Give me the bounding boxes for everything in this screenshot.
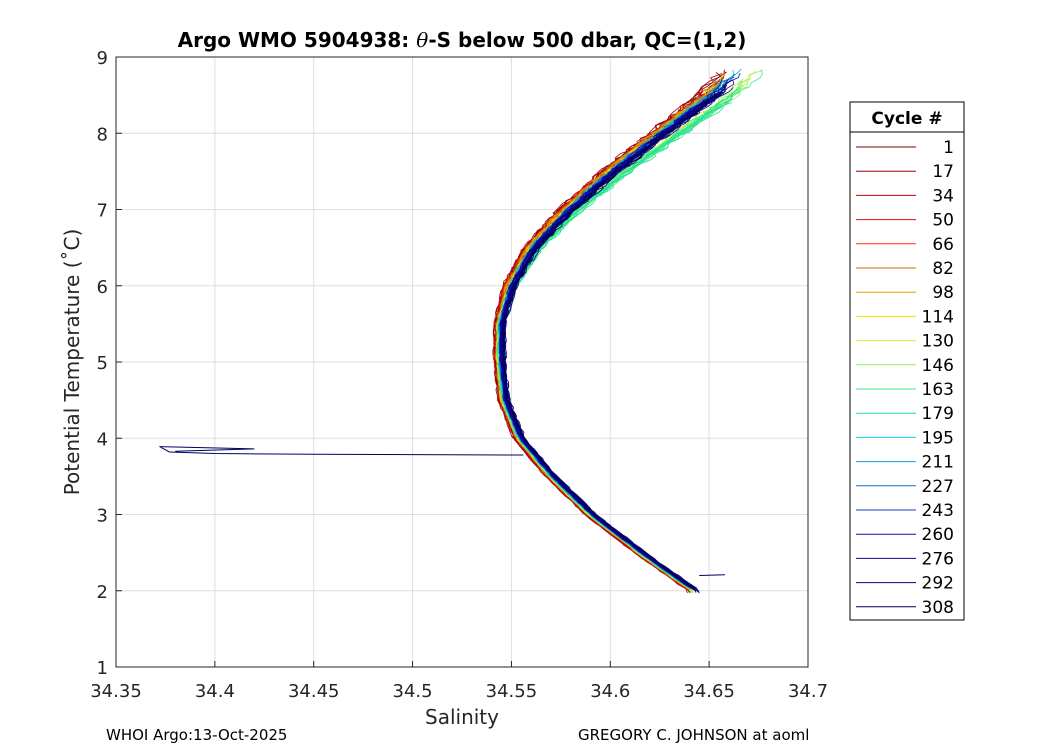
- y-tick-label: 8: [97, 124, 108, 145]
- outlier-spike-line: [159, 446, 524, 456]
- legend-label-227: 227: [922, 477, 954, 497]
- y-tick-label: 6: [97, 277, 108, 298]
- legend: Cycle # 1 17 34 50 66 82 98 114 130 146 163 179 195 2…: [849, 101, 965, 621]
- y-tick-label: 1: [97, 658, 108, 679]
- legend-title: Cycle #: [871, 109, 942, 129]
- legend-label-82: 82: [932, 259, 954, 279]
- x-axis-label: Salinity: [425, 705, 499, 729]
- legend-label-179: 179: [922, 404, 954, 424]
- profile-curves: [159, 68, 764, 594]
- profile-line-308: [502, 89, 727, 588]
- x-tick-label: 34.55: [486, 681, 538, 702]
- legend-label-211: 211: [922, 453, 954, 473]
- footer-right: GREGORY C. JOHNSON at aoml: [578, 726, 809, 744]
- x-axis-ticks: 34.35 34.4 34.45 34.5 34.55 34.6 34.65 34.7: [90, 661, 828, 702]
- grid-lines: [116, 57, 808, 667]
- legend-label-50: 50: [932, 211, 954, 231]
- y-axis-label: Potential Temperature (˚C): [60, 229, 84, 496]
- profile-line-308: [503, 87, 734, 593]
- y-axis-ticks: 1 2 3 4 5 6 7 8 9: [97, 48, 122, 679]
- legend-label-163: 163: [922, 380, 954, 400]
- y-tick-label: 7: [97, 201, 108, 222]
- legend-label-130: 130: [922, 332, 954, 352]
- x-tick-label: 34.5: [393, 681, 433, 702]
- legend-label-292: 292: [922, 574, 954, 594]
- deep-stub-line: [699, 574, 726, 576]
- y-tick-label: 2: [97, 582, 108, 603]
- y-tick-label: 9: [97, 48, 108, 69]
- legend-label-308: 308: [922, 598, 954, 618]
- y-tick-label: 4: [97, 429, 108, 450]
- x-tick-label: 34.35: [90, 681, 142, 702]
- y-tick-label: 5: [97, 353, 108, 374]
- legend-label-114: 114: [922, 307, 954, 327]
- x-tick-label: 34.4: [195, 681, 235, 702]
- legend-label-17: 17: [932, 162, 954, 182]
- legend-label-260: 260: [922, 525, 954, 545]
- legend-label-146: 146: [922, 356, 954, 376]
- legend-label-66: 66: [932, 235, 954, 255]
- legend-label-276: 276: [922, 549, 954, 569]
- legend-label-34: 34: [932, 186, 954, 206]
- x-tick-label: 34.45: [288, 681, 340, 702]
- legend-label-195: 195: [922, 428, 954, 448]
- x-tick-label: 34.7: [788, 681, 828, 702]
- legend-label-243: 243: [922, 501, 954, 521]
- legend-entries: 1 17 34 50 66 82 98 114 130 146 163 179 195 211 227 243…: [856, 138, 954, 618]
- legend-box: [849, 101, 965, 621]
- chart-title: Argo WMO 5904938: θ-S below 500 dbar, QC…: [178, 28, 747, 52]
- footer-left: WHOI Argo:13-Oct-2025: [106, 726, 287, 744]
- profile-line-50: [492, 88, 707, 591]
- x-tick-label: 34.65: [683, 681, 735, 702]
- legend-label-98: 98: [932, 283, 954, 303]
- x-tick-label: 34.6: [590, 681, 630, 702]
- legend-label-1: 1: [943, 138, 954, 158]
- y-tick-label: 3: [97, 506, 108, 527]
